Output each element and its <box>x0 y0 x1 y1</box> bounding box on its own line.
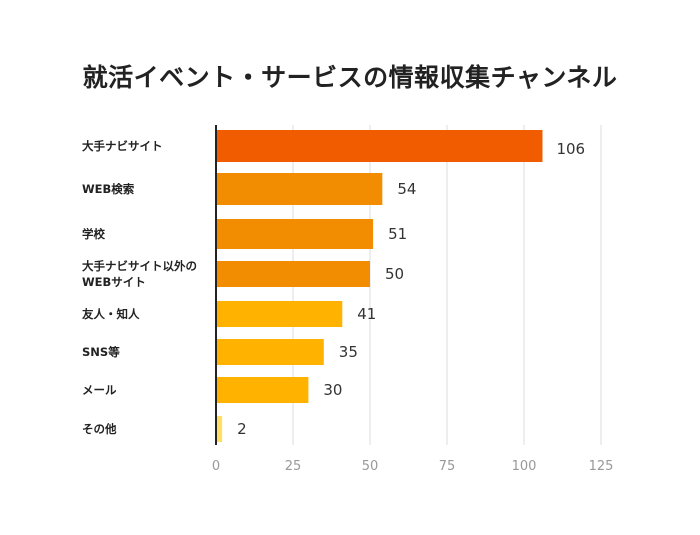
category-label: 学校 <box>82 227 105 241</box>
category-label: 友人・知人 <box>82 307 140 321</box>
category-label: 大手ナビサイト以外の <box>82 259 197 273</box>
value-label: 51 <box>388 225 407 243</box>
category-label: WEB検索 <box>82 182 135 196</box>
category-label: メール <box>82 383 117 397</box>
x-tick-label: 50 <box>362 459 379 474</box>
category-label: SNS等 <box>82 345 120 359</box>
chart-title: 就活イベント・サービスの情報収集チャンネル <box>82 63 618 92</box>
bar <box>216 173 383 205</box>
x-tick-label: 0 <box>212 459 220 474</box>
x-tick-label: 125 <box>589 459 614 474</box>
value-label: 30 <box>323 381 342 399</box>
bar <box>216 219 374 249</box>
bar <box>216 377 309 403</box>
value-label: 41 <box>357 305 376 323</box>
value-label: 50 <box>385 265 404 283</box>
value-label: 2 <box>237 420 247 438</box>
x-tick-label: 100 <box>512 459 537 474</box>
category-label: 大手ナビサイト <box>82 139 163 153</box>
value-label: 35 <box>339 343 358 361</box>
category-label: その他 <box>82 422 117 436</box>
value-label: 106 <box>556 140 585 158</box>
bar <box>216 261 370 287</box>
value-label: 54 <box>397 180 416 198</box>
bar <box>216 339 324 365</box>
bar <box>216 301 343 327</box>
bar <box>216 130 543 162</box>
x-tick-label: 75 <box>439 459 456 474</box>
x-tick-label: 25 <box>285 459 302 474</box>
bar <box>216 416 223 442</box>
category-label: WEBサイト <box>82 275 146 289</box>
